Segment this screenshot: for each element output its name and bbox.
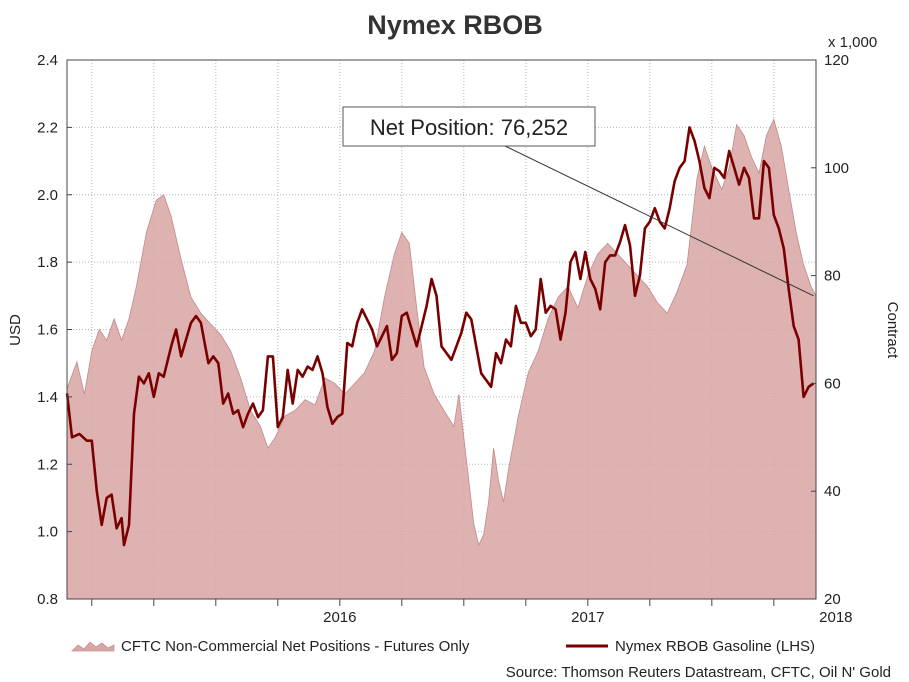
annotation-box xyxy=(342,106,596,147)
left-tick-label: 1.4 xyxy=(37,389,58,406)
left-tick-label: 2.0 xyxy=(37,187,58,204)
area-series-cftc-net-positions xyxy=(66,118,817,600)
legend: CFTC Non-Commercial Net Positions - Futu… xyxy=(71,638,815,655)
line-layer xyxy=(65,126,815,547)
right-tick-label: 120 xyxy=(824,52,849,69)
legend-label-area: CFTC Non-Commercial Net Positions - Futu… xyxy=(121,638,470,655)
right-tick-label: 20 xyxy=(824,591,841,608)
right-axis-multiplier: x 1,000 xyxy=(828,34,877,51)
line-series-rbob-gasoline xyxy=(65,126,815,547)
left-tick-label: 2.2 xyxy=(37,119,58,136)
right-axis-label: Contract xyxy=(884,302,901,360)
annotation-leader-line xyxy=(504,145,814,297)
x-tick-label: 2018 xyxy=(819,609,852,626)
left-axis: 0.8 1.0 1.2 1.4 1.6 1.8 2.0 2.2 2.4 xyxy=(37,52,72,608)
left-tick-label: 1.6 xyxy=(37,322,58,339)
left-tick-label: 1.8 xyxy=(37,254,58,271)
x-tick-label: 2016 xyxy=(323,609,356,626)
right-axis: 20 40 60 80 100 120 xyxy=(811,52,849,608)
right-tick-label: 40 xyxy=(824,483,841,500)
x-axis: 2016 2017 2018 xyxy=(91,599,853,626)
left-axis-label: USD xyxy=(7,314,24,346)
left-tick-label: 2.4 xyxy=(37,52,58,69)
legend-label-line: Nymex RBOB Gasoline (LHS) xyxy=(615,638,815,655)
legend-area-swatch xyxy=(71,641,115,652)
left-tick-label: 1.0 xyxy=(37,524,58,541)
annotation-text: Net Position: 76,252 xyxy=(370,115,568,140)
right-tick-label: 80 xyxy=(824,268,841,285)
right-tick-label: 100 xyxy=(824,160,849,177)
source-note: Source: Thomson Reuters Datastream, CFTC… xyxy=(506,664,891,681)
x-tick-label: 2017 xyxy=(571,609,604,626)
right-tick-label: 60 xyxy=(824,375,841,392)
area-layer xyxy=(66,118,817,600)
chart-title: Nymex RBOB xyxy=(367,10,543,40)
left-tick-label: 0.8 xyxy=(37,591,58,608)
left-tick-label: 1.2 xyxy=(37,456,58,473)
